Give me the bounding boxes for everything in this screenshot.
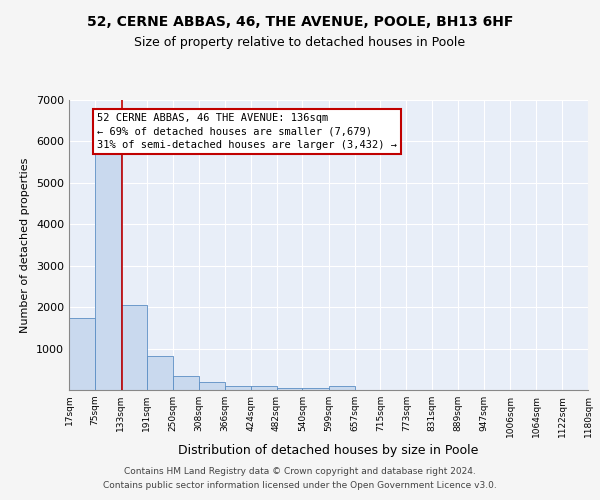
Bar — [277, 388, 302, 390]
Bar — [329, 386, 355, 390]
Bar — [95, 152, 121, 390]
Text: 52, CERNE ABBAS, 46, THE AVENUE, POOLE, BH13 6HF: 52, CERNE ABBAS, 46, THE AVENUE, POOLE, … — [87, 16, 513, 30]
Bar — [199, 382, 225, 390]
Bar — [302, 388, 329, 390]
Text: 52 CERNE ABBAS, 46 THE AVENUE: 136sqm
← 69% of detached houses are smaller (7,67: 52 CERNE ABBAS, 46 THE AVENUE: 136sqm ← … — [97, 114, 397, 150]
Bar — [69, 318, 95, 390]
Bar — [173, 376, 199, 390]
Bar — [225, 386, 251, 390]
Bar — [146, 356, 173, 390]
Bar — [251, 386, 277, 390]
Text: Size of property relative to detached houses in Poole: Size of property relative to detached ho… — [134, 36, 466, 49]
Bar — [121, 305, 146, 390]
Text: Contains public sector information licensed under the Open Government Licence v3: Contains public sector information licen… — [103, 480, 497, 490]
X-axis label: Distribution of detached houses by size in Poole: Distribution of detached houses by size … — [178, 444, 479, 457]
Y-axis label: Number of detached properties: Number of detached properties — [20, 158, 31, 332]
Text: Contains HM Land Registry data © Crown copyright and database right 2024.: Contains HM Land Registry data © Crown c… — [124, 467, 476, 476]
